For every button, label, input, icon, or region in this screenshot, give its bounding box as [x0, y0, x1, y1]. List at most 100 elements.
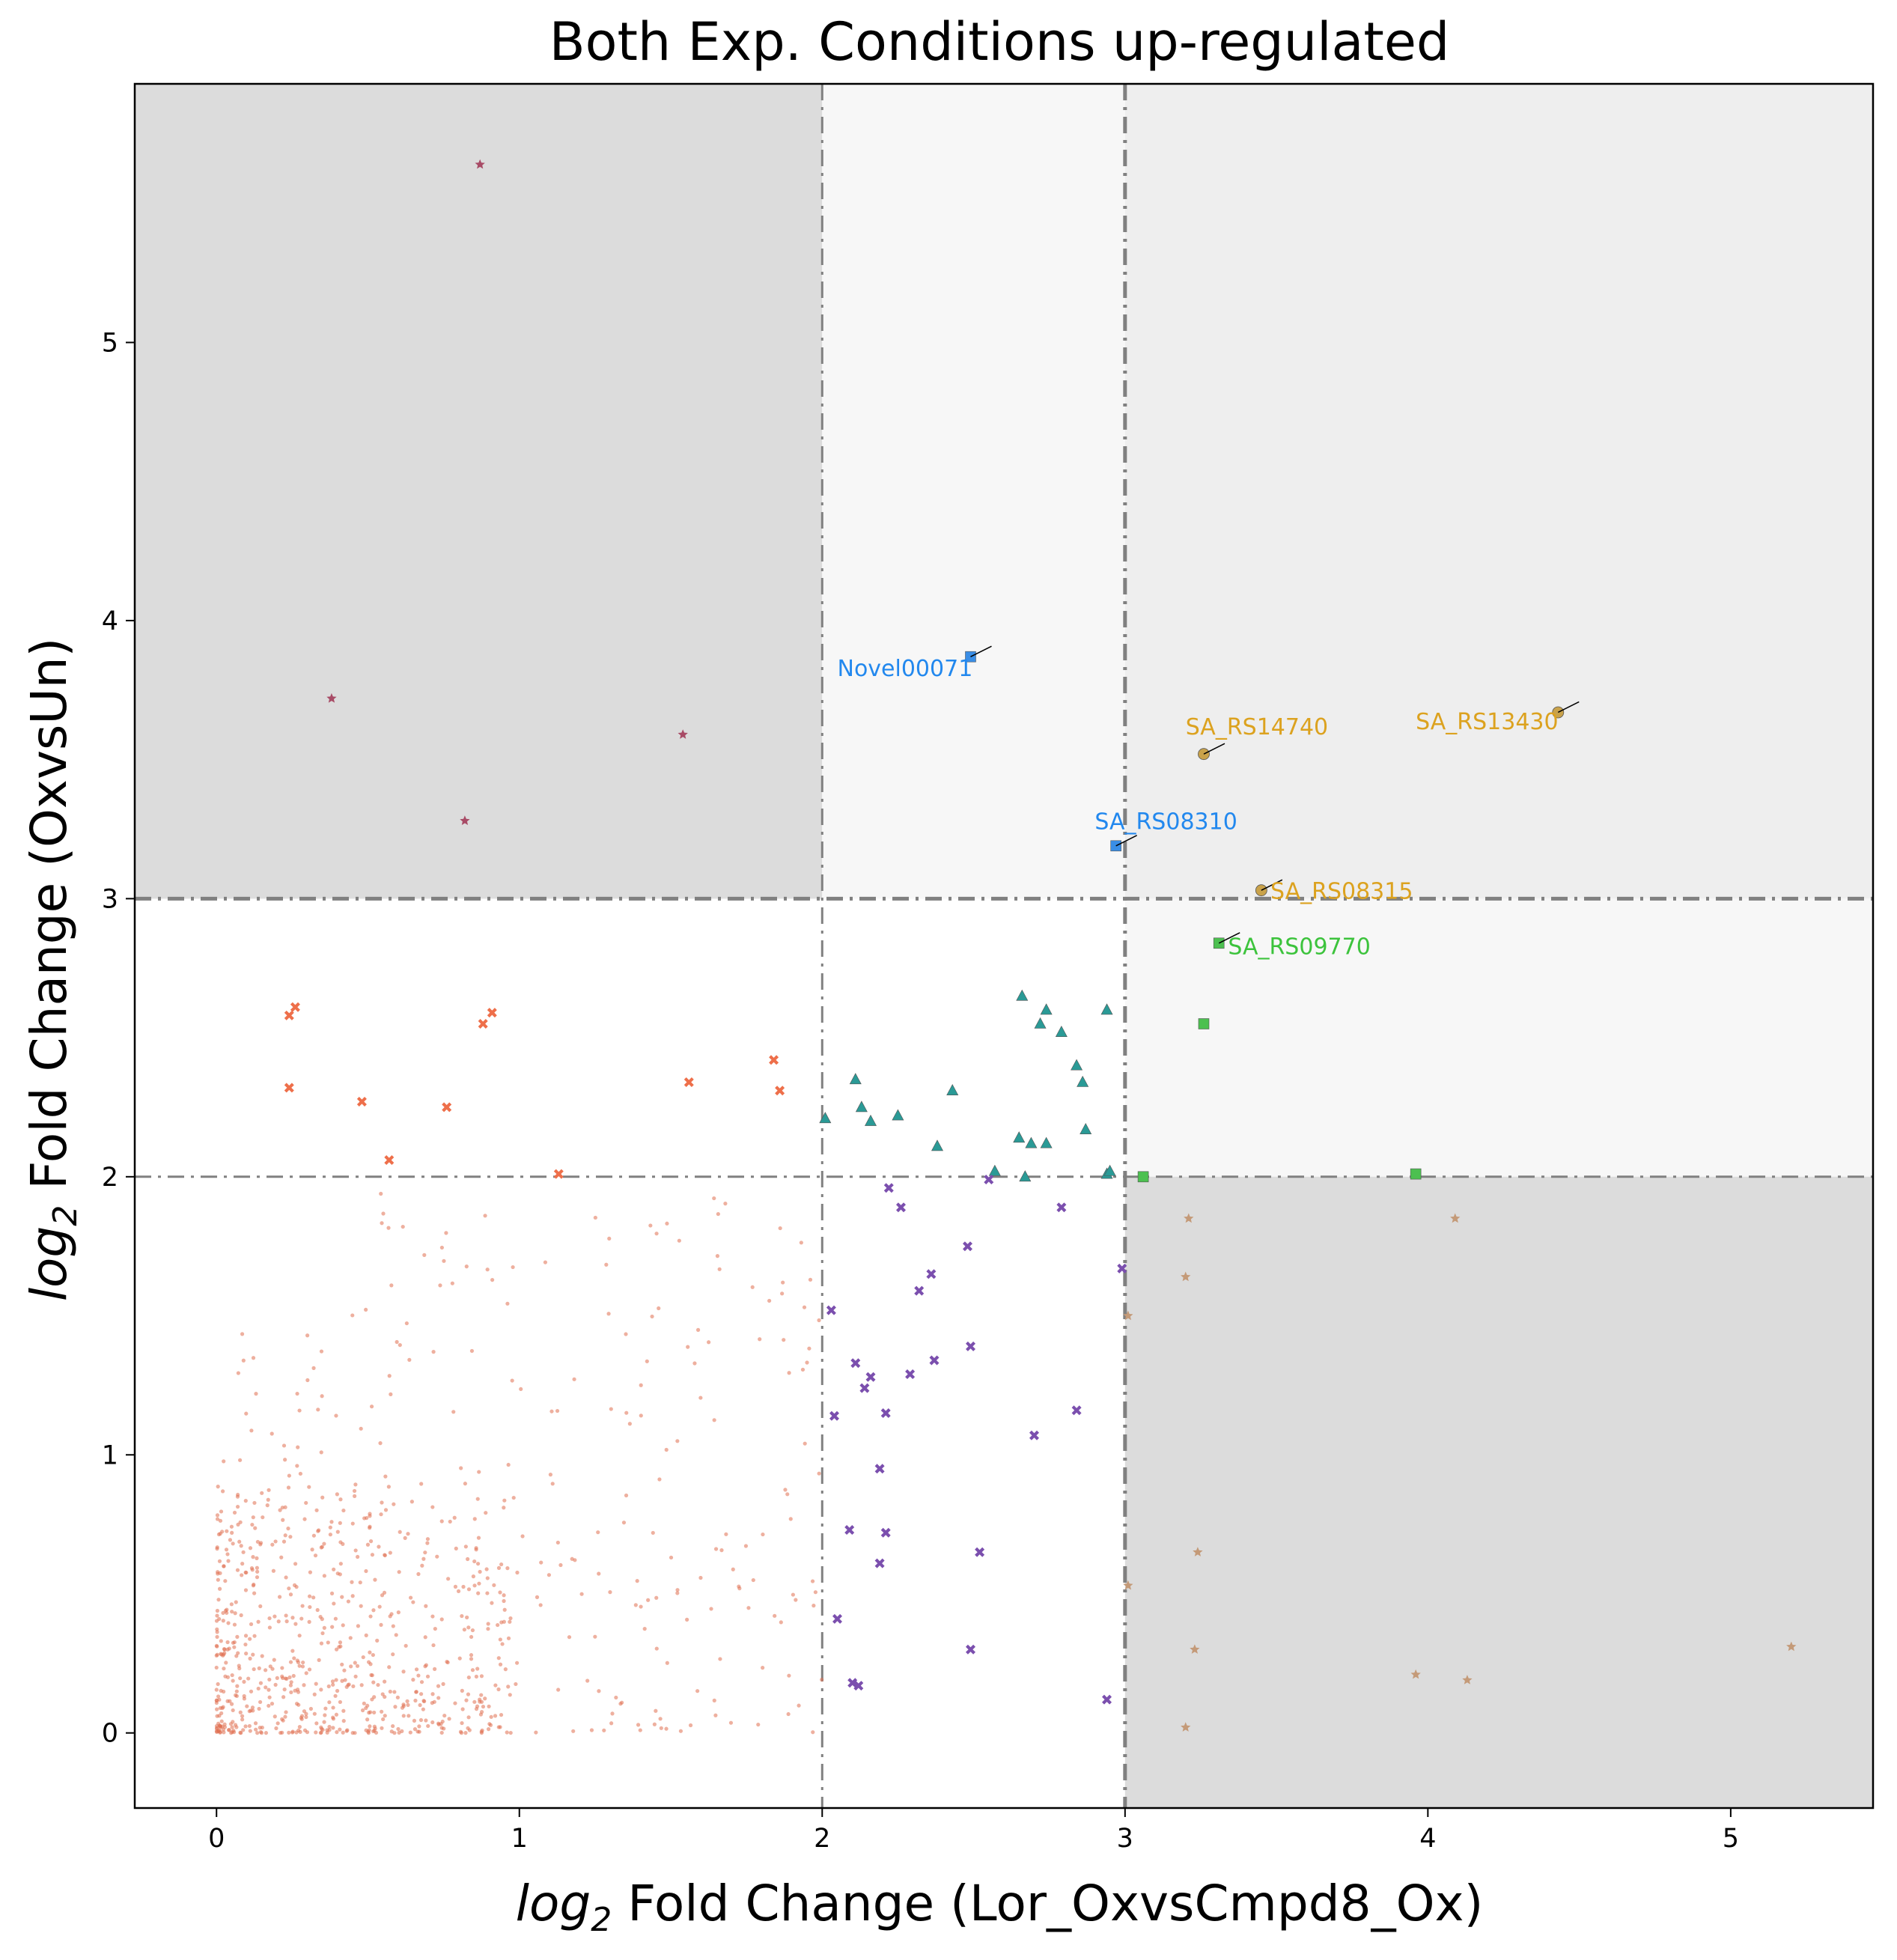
background-point	[654, 1232, 659, 1236]
background-point	[248, 1637, 252, 1641]
background-point	[425, 1541, 430, 1545]
background-point	[216, 1681, 220, 1687]
point-x	[829, 1410, 839, 1421]
background-point	[388, 1614, 392, 1619]
background-point	[391, 1652, 395, 1657]
background-point	[240, 1332, 245, 1336]
background-point	[244, 1570, 249, 1575]
annotation-label: SA_RS14740	[1186, 714, 1328, 740]
background-point	[225, 1640, 230, 1645]
background-point	[451, 1410, 456, 1414]
background-point	[222, 1651, 227, 1655]
background-point	[382, 1590, 387, 1595]
background-point	[231, 1720, 235, 1724]
background-point	[502, 1607, 507, 1612]
background-point	[243, 1724, 248, 1729]
point-x	[290, 1002, 300, 1012]
background-point	[235, 1634, 240, 1639]
background-point	[724, 1532, 728, 1536]
point-triangle	[1025, 1136, 1038, 1148]
background-point	[296, 1702, 301, 1707]
background-point	[319, 1349, 324, 1354]
background-point	[235, 1504, 240, 1509]
background-point	[249, 1622, 254, 1627]
background-point	[378, 1441, 383, 1446]
background-point	[314, 1681, 318, 1686]
background-point	[447, 1717, 451, 1721]
background-point	[327, 1724, 332, 1729]
point-star	[1410, 1669, 1421, 1679]
background-point	[341, 1508, 346, 1513]
background-point	[607, 1236, 612, 1241]
background-point	[506, 1462, 511, 1467]
background-point	[237, 1664, 241, 1668]
point-x	[844, 1525, 855, 1535]
background-point	[356, 1554, 360, 1559]
background-point	[502, 1598, 506, 1604]
background-point	[288, 1660, 293, 1664]
background-point	[614, 1695, 618, 1700]
y-tick-label: 1	[102, 1440, 118, 1470]
background-point	[333, 1616, 338, 1621]
background-point	[654, 1708, 658, 1713]
background-point	[469, 1657, 474, 1661]
background-point	[284, 1575, 288, 1580]
background-point	[216, 1598, 221, 1602]
background-point	[310, 1547, 314, 1552]
background-point	[362, 1701, 366, 1705]
background-point	[220, 1705, 225, 1711]
background-point	[214, 1665, 219, 1670]
background-point	[217, 1616, 222, 1622]
background-point	[236, 1371, 240, 1375]
background-point	[359, 1426, 363, 1431]
background-point	[719, 1548, 724, 1553]
background-point	[231, 1679, 235, 1683]
background-point	[389, 1392, 393, 1396]
background-point	[432, 1699, 436, 1704]
background-point	[333, 1693, 338, 1698]
background-point	[502, 1619, 506, 1624]
background-point	[289, 1690, 293, 1695]
background-point	[216, 1570, 220, 1574]
background-point	[276, 1619, 281, 1624]
background-point	[539, 1560, 543, 1565]
background-point	[330, 1679, 335, 1684]
point-star	[1184, 1213, 1194, 1223]
background-point	[304, 1500, 308, 1506]
background-point	[236, 1651, 240, 1655]
background-point	[514, 1661, 520, 1665]
background-point	[431, 1643, 436, 1648]
background-point	[479, 1693, 484, 1697]
background-point	[256, 1619, 261, 1624]
background-point	[472, 1517, 477, 1521]
background-point	[419, 1680, 424, 1684]
background-point	[737, 1586, 742, 1591]
background-point	[645, 1359, 649, 1363]
background-point	[241, 1550, 246, 1554]
background-point	[712, 1418, 716, 1422]
background-point	[496, 1565, 502, 1570]
background-point	[250, 1522, 255, 1527]
background-point	[252, 1667, 256, 1672]
background-point	[380, 1593, 385, 1598]
background-point	[546, 1573, 552, 1577]
background-point	[389, 1283, 394, 1288]
x-tick-label: 0	[208, 1824, 225, 1854]
background-point	[409, 1595, 413, 1600]
background-point	[226, 1728, 231, 1732]
point-triangle	[946, 1084, 959, 1095]
background-point	[237, 1539, 242, 1544]
background-point	[265, 1503, 270, 1508]
y-tick-label: 2	[102, 1163, 118, 1193]
background-point	[375, 1638, 380, 1643]
background-point	[331, 1717, 336, 1721]
background-point	[767, 1298, 772, 1303]
background-point	[257, 1666, 261, 1670]
background-point	[675, 1439, 680, 1443]
background-point	[353, 1494, 357, 1498]
background-point	[414, 1690, 418, 1694]
background-point	[353, 1674, 358, 1679]
background-point	[270, 1667, 275, 1671]
background-point	[802, 1305, 807, 1309]
